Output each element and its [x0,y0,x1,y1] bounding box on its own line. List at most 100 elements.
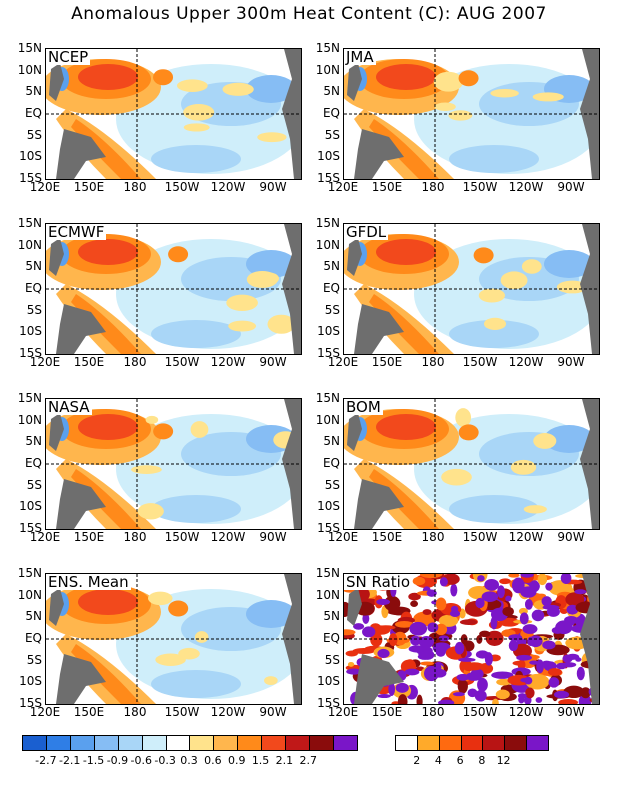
x-tick-label: 150E [73,355,105,369]
y-tick-label: 15N [315,41,340,55]
x-tick-label: 90W [259,705,287,719]
colorbar-label: 0.9 [227,754,246,767]
snr-cell [491,671,514,679]
y-tick-label: 10S [317,674,340,689]
y-tick-label: EQ [24,106,42,120]
snr-cell [388,633,398,647]
colorbar-label: -0.9 [106,754,129,767]
y-tick-label: 15S [19,171,42,185]
snr-cell [420,574,443,578]
y-tick-label: 5S [324,302,340,317]
land-mass [56,304,106,354]
snr-cell [457,677,468,694]
y-tick-label: 15S [317,171,340,185]
y-tick-label: EQ [322,106,340,120]
land-mass [347,63,362,101]
snr-cell [558,699,579,704]
y-tick-label: 10S [19,149,42,164]
snr-cell [507,674,531,686]
snr-cell [525,687,535,699]
colorbar-label: 8 [478,754,486,767]
y-tick-label: 15S [19,346,42,360]
y-tick-label: 5N [25,259,42,274]
snr-cell [420,661,434,666]
land-mass [56,654,106,704]
colorbar-label: 12 [496,754,511,767]
land-mass [354,129,404,179]
x-tick-label: 150E [73,705,105,719]
land-mass [354,654,404,704]
land-mass [347,413,362,451]
x-tick-label: 150W [462,180,498,194]
panel-title: ENS. Mean [46,573,131,591]
colorbar-swatch [190,736,215,750]
y-tick-label: 10S [317,149,340,164]
x-tick-label: 150W [164,355,200,369]
x-tick-label: 150W [164,180,200,194]
y-tick-label: EQ [24,631,42,645]
snr-cell [536,593,546,598]
x-tick-label: 90W [259,355,287,369]
snr-cell [346,668,362,675]
panel-title: BOM [344,398,383,416]
x-tick-label: 150W [164,705,200,719]
snr-cell [394,621,414,628]
y-tick-label: 15N [17,216,42,230]
y-tick-label: 5N [25,84,42,99]
snr-cell [490,616,498,630]
colorbar-swatch [166,736,191,750]
panel-title: ECMWF [46,223,107,241]
colorbar-strip [395,735,549,751]
y-tick-label: 5N [323,259,340,274]
y-tick-label: 5S [324,127,340,142]
y-tick-label: 5S [26,302,42,317]
y-tick-label: 10S [19,324,42,339]
x-tick-label: 120E [327,355,359,369]
snr-cell [492,698,499,704]
y-tick-label: 15N [315,391,340,405]
x-tick-label: 120W [210,180,246,194]
snr-cell [412,576,426,586]
x-tick-label: 120E [29,705,61,719]
y-tick-label: 5S [26,477,42,492]
y-tick-label: 10N [315,412,340,427]
colorbar-label: -2.7 [35,754,57,767]
snr-cell [362,613,370,624]
x-tick-label: 180 [421,180,445,194]
x-tick-label: 90W [557,180,585,194]
x-tick-label: 180 [123,530,147,544]
map-panel: ENS. Mean [45,573,302,705]
colorbar-swatch [483,736,506,750]
x-tick-label: 120E [327,705,359,719]
x-tick-label: 120E [327,180,359,194]
map-panel: GFDL [343,223,600,355]
snr-cell [508,574,520,578]
x-tick-label: 150E [73,180,105,194]
panel-title: JMA [344,48,376,66]
snr-cell [410,600,419,607]
y-tick-label: 5N [323,84,340,99]
map-panel: ECMWF [45,223,302,355]
x-tick-label: 90W [259,180,287,194]
y-tick-label: 15S [19,696,42,710]
x-tick-label: 150W [164,530,200,544]
snr-cell [496,678,511,686]
x-tick-label: 90W [557,530,585,544]
snr-cell [352,648,376,654]
snr-cell [497,585,505,599]
snr-cell [495,689,510,700]
snr-cell [416,694,423,704]
colorbar-swatch [461,736,484,750]
colorbar-swatch [286,736,311,750]
colorbar-swatch [46,736,71,750]
heatmap-svg [344,399,599,529]
snr-cell [462,663,476,672]
x-tick-label: 120E [29,530,61,544]
y-tick-label: 10N [315,237,340,252]
x-tick-label: 150W [462,530,498,544]
y-tick-label: 5N [25,434,42,449]
colorbar-label: 2.1 [275,754,294,767]
x-tick-label: 90W [259,530,287,544]
y-tick-label: 5N [323,434,340,449]
panel-title: NASA [46,398,92,416]
